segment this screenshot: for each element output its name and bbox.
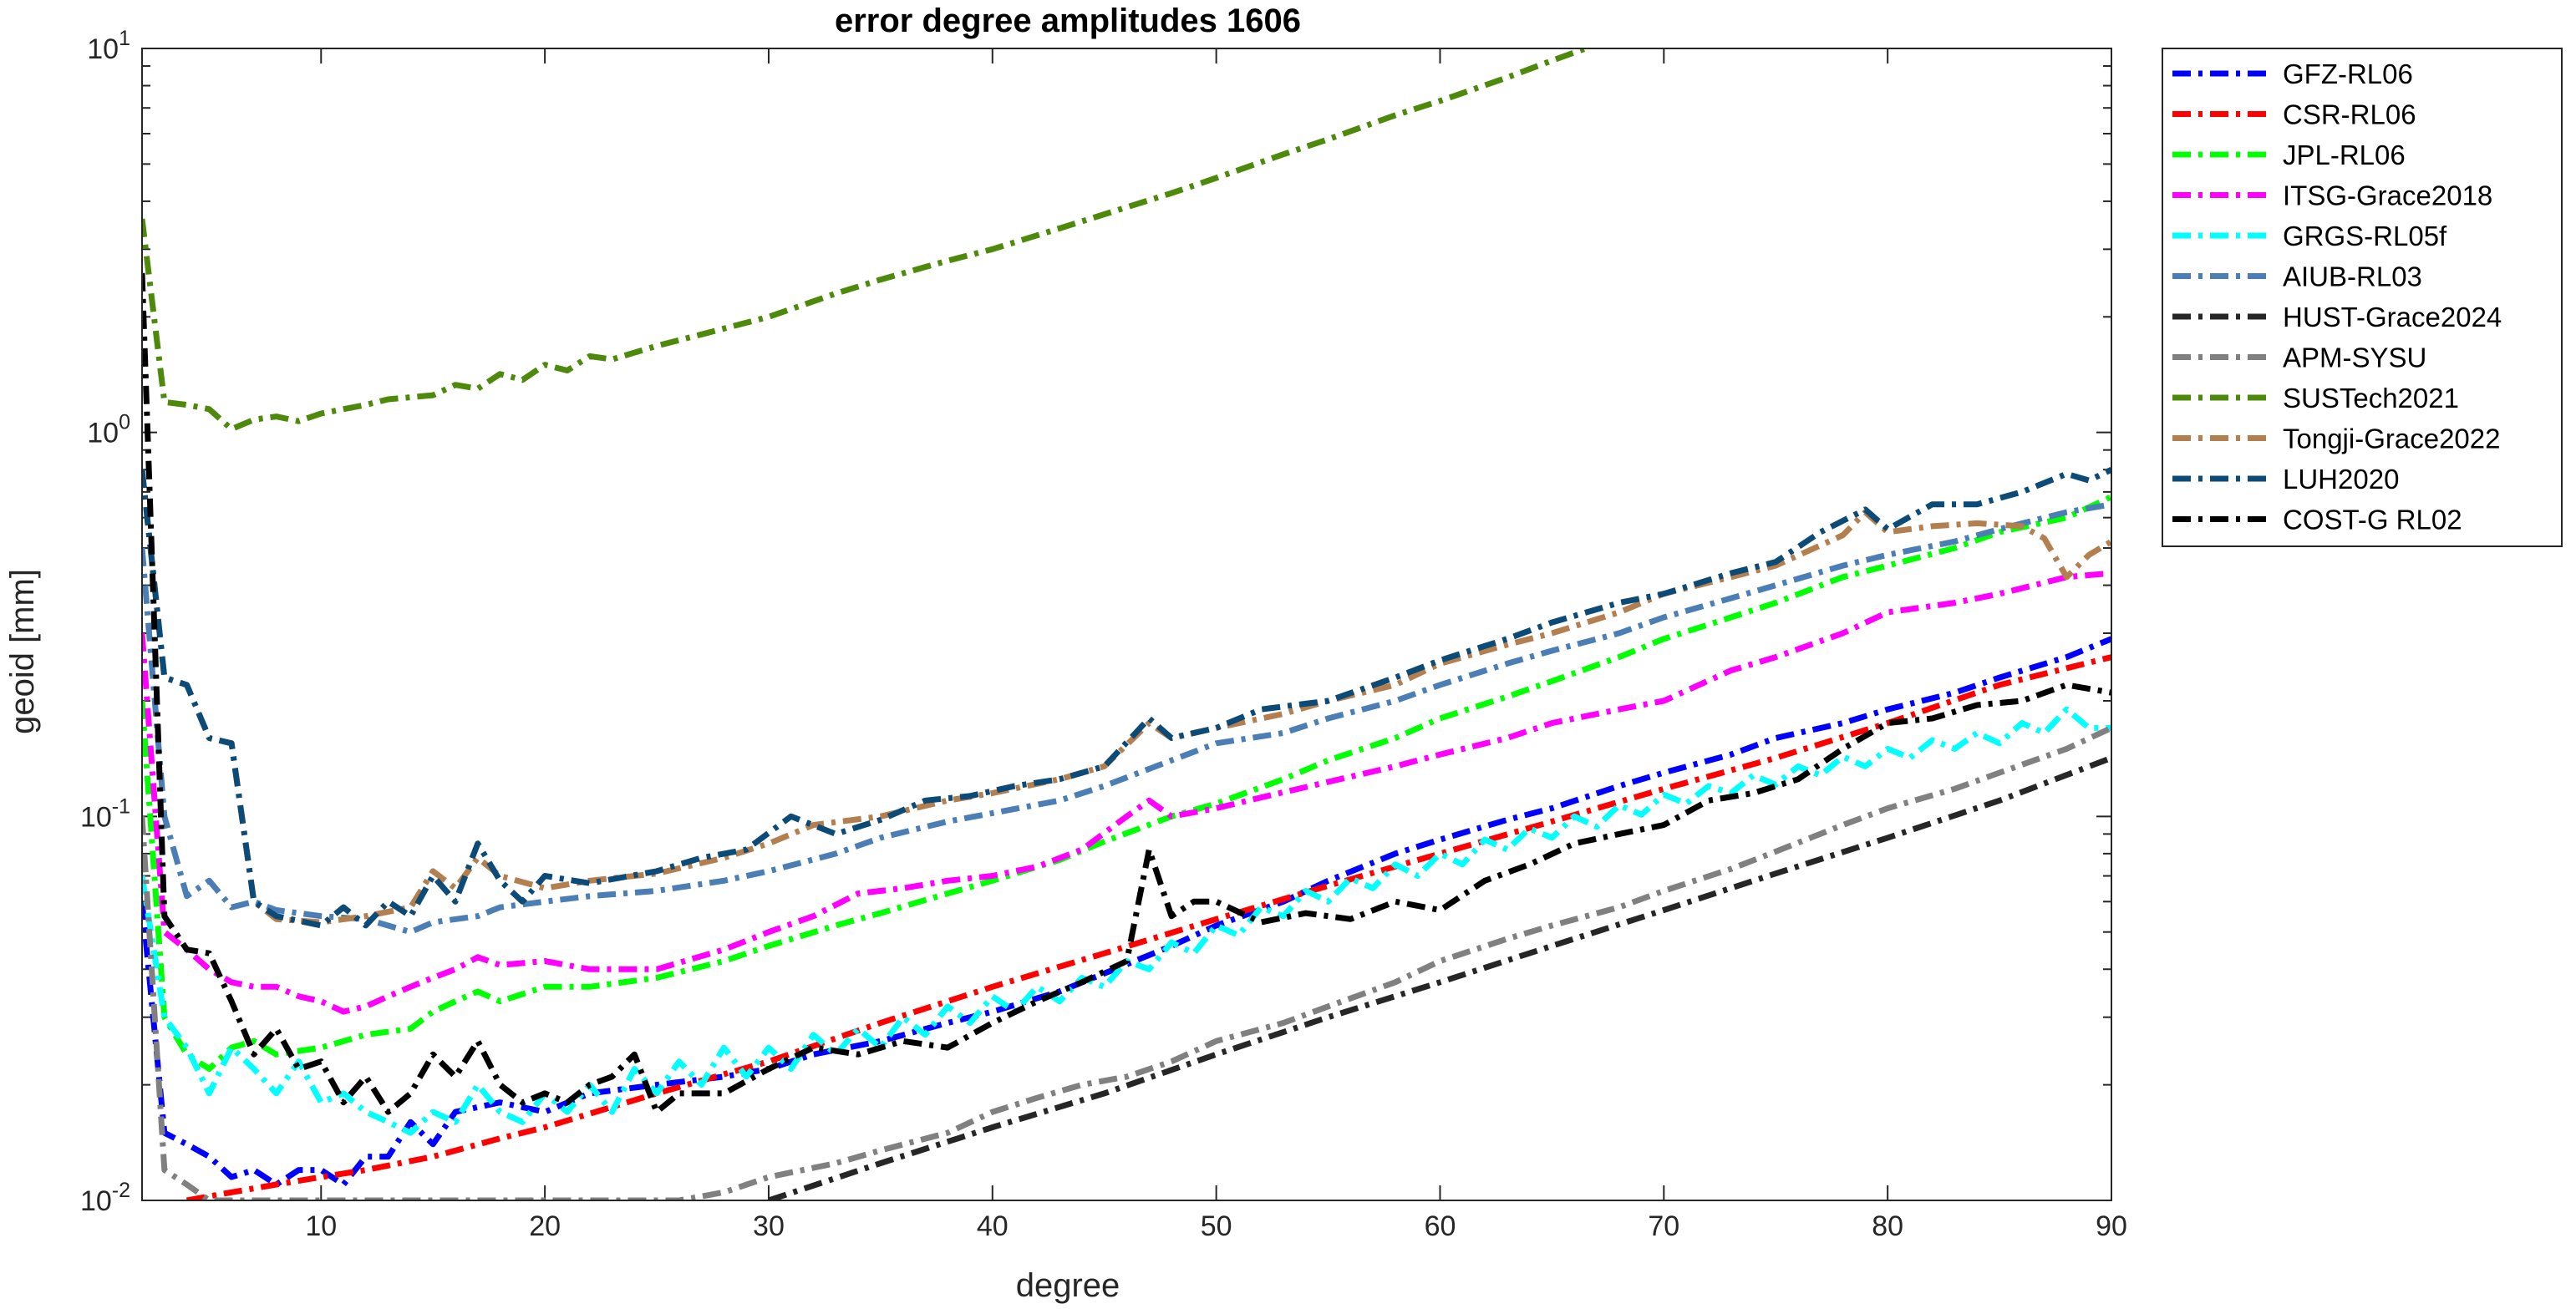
x-tick-label: 80 (1872, 1210, 1903, 1242)
x-tick-label: 10 (305, 1210, 337, 1242)
legend-label: GRGS-RL05f (2283, 221, 2447, 251)
x-tick-label: 60 (1425, 1210, 1456, 1242)
y-axis-title: geoid [mm] (4, 569, 41, 734)
legend-item: HUST-Grace2024 (2172, 302, 2502, 332)
plot-area (142, 48, 2111, 1200)
legend-item: GRGS-RL05f (2172, 221, 2447, 251)
legend-label: JPL-RL06 (2283, 140, 2406, 170)
axes-box (141, 48, 2112, 1201)
series-line-cost-g-rl02 (142, 272, 2111, 1115)
legend-item: SUSTech2021 (2172, 383, 2459, 414)
x-tick-label: 20 (529, 1210, 561, 1242)
x-tick-label: 30 (753, 1210, 785, 1242)
legend-label: Tongji-Grace2022 (2283, 424, 2501, 454)
legend-item: LUH2020 (2172, 464, 2399, 495)
legend-label: SUSTech2021 (2283, 383, 2459, 414)
legend-item: ITSG-Grace2018 (2172, 180, 2492, 211)
legend-label: LUH2020 (2283, 464, 2399, 495)
legend-label: CSR-RL06 (2283, 99, 2416, 130)
series-line-itsg-grace2018 (142, 570, 2111, 1015)
legend-label: COST-G RL02 (2283, 505, 2462, 535)
series-line-sustech2021 (142, 48, 1587, 433)
y-tick-labels: 10-2 10-1 100 101 (80, 27, 130, 1217)
series-line-csr-rl06 (185, 654, 2111, 1200)
series-line-aiub-rl03 (142, 501, 2111, 936)
legend-item: APM-SYSU (2172, 342, 2426, 373)
series-layer (142, 48, 2111, 1200)
legend-item: JPL-RL06 (2172, 140, 2406, 170)
legend-item: GFZ-RL06 (2172, 58, 2413, 89)
x-tick-label: 90 (2096, 1210, 2127, 1242)
legend-box (2162, 48, 2563, 547)
legend-item: Tongji-Grace2022 (2172, 424, 2501, 454)
legend-label: APM-SYSU (2283, 342, 2426, 373)
x-tick-labels: 10 20 30 40 50 60 70 80 90 (305, 1210, 2127, 1242)
legend-item: CSR-RL06 (2172, 99, 2416, 130)
series-line-jpl-rl06 (142, 494, 2111, 1073)
y-tick-label: 10-2 (80, 1179, 130, 1217)
legend-label: GFZ-RL06 (2283, 58, 2413, 89)
legend-label: HUST-Grace2024 (2283, 302, 2502, 332)
series-line-gfz-rl06 (142, 636, 2111, 1188)
series-line-apm-sysu (142, 725, 2111, 1200)
y-tick-label: 100 (87, 411, 130, 449)
legend-item: COST-G RL02 (2172, 505, 2462, 535)
series-line-hust-grace2024 (767, 755, 2111, 1200)
x-tick-label: 40 (977, 1210, 1009, 1242)
legend: GFZ-RL06 CSR-RL06 JPL-RL06 ITSG-Grace2018 GR… (2162, 48, 2563, 547)
chart-title: error degree amplitudes 1606 (835, 3, 1301, 39)
x-tick-label: 70 (1648, 1210, 1679, 1242)
y-tick-label: 10-1 (80, 794, 130, 833)
y-tick-label: 101 (87, 27, 130, 65)
legend-label: AIUB-RL03 (2283, 261, 2422, 292)
plot-series-area (142, 48, 2111, 1200)
legend-item: AIUB-RL03 (2172, 261, 2422, 292)
x-axis-title: degree (1016, 1267, 1120, 1304)
legend-label: ITSG-Grace2018 (2283, 180, 2492, 211)
x-tick-label: 50 (1201, 1210, 1232, 1242)
legend-items: GFZ-RL06 CSR-RL06 JPL-RL06 ITSG-Grace2018 GR… (2172, 58, 2502, 535)
